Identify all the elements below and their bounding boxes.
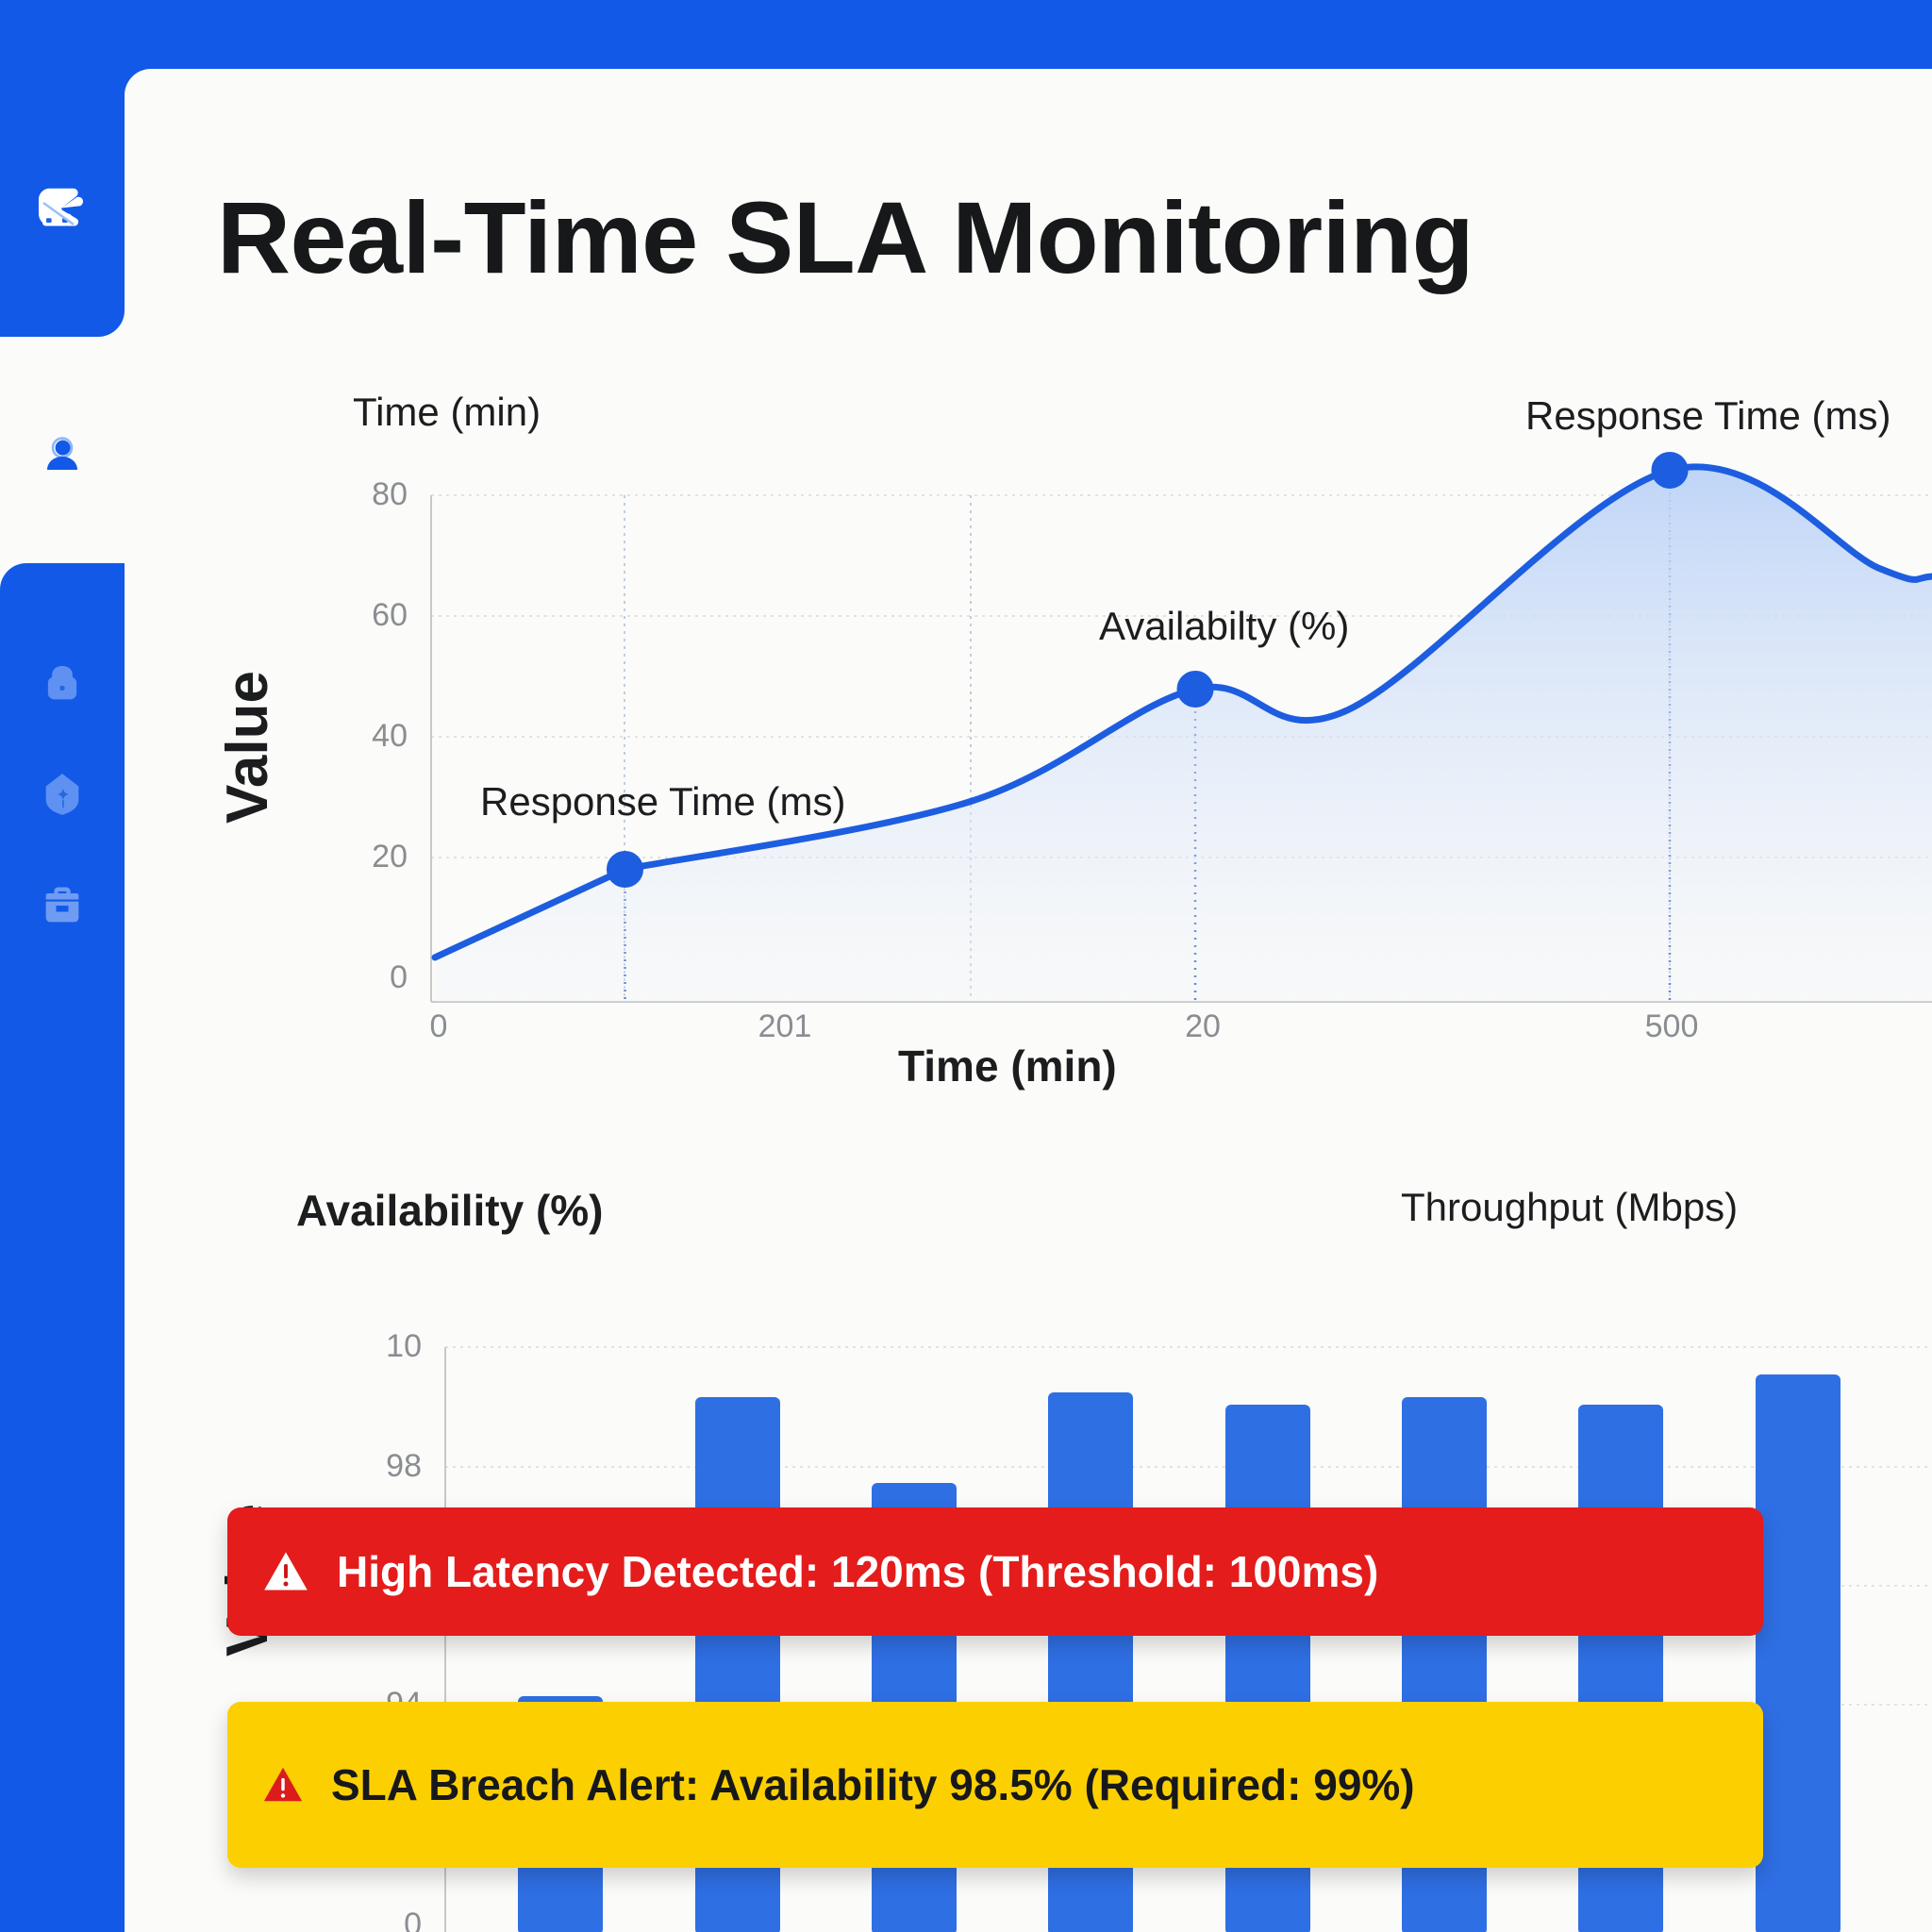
svg-text:10: 10 bbox=[386, 1328, 422, 1364]
svg-text:80: 80 bbox=[372, 476, 408, 512]
svg-text:40: 40 bbox=[372, 718, 408, 754]
svg-text:98: 98 bbox=[386, 1448, 422, 1484]
svg-text:0: 0 bbox=[404, 1907, 422, 1932]
svg-text:201: 201 bbox=[758, 1008, 812, 1044]
svg-text:20: 20 bbox=[1185, 1008, 1221, 1044]
svg-text:20: 20 bbox=[372, 839, 408, 874]
svg-text:0: 0 bbox=[390, 959, 408, 995]
svg-text:500: 500 bbox=[1645, 1008, 1699, 1044]
svg-text:0: 0 bbox=[430, 1008, 448, 1044]
svg-text:60: 60 bbox=[372, 597, 408, 633]
